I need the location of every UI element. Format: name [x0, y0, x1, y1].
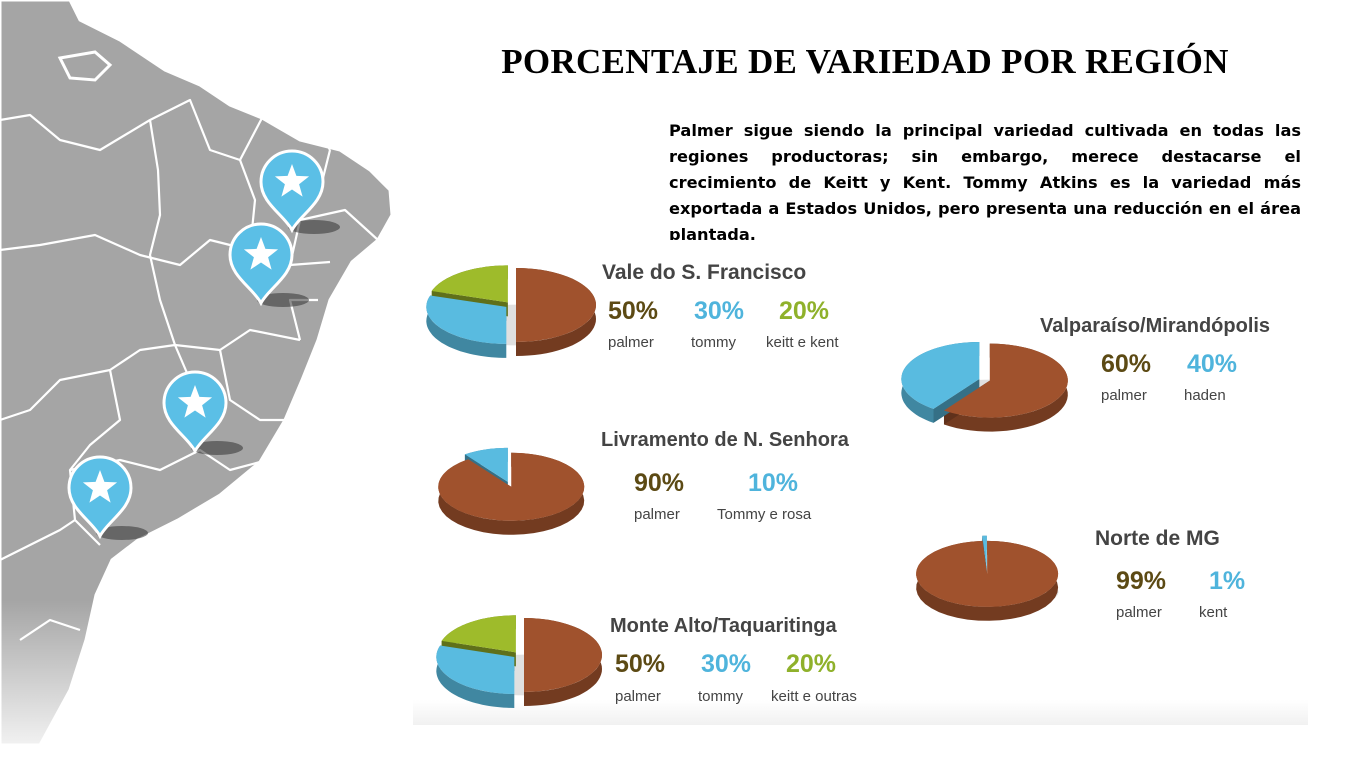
slice-percent: 20% [779, 297, 830, 325]
slice-percent: 90% [634, 469, 685, 497]
pie-slice-palmer [916, 540, 1059, 607]
map-island [57, 50, 113, 82]
pie-slice-palmer [943, 343, 1068, 418]
slice-label: tommy [691, 334, 736, 351]
slice-label: haden [1184, 387, 1226, 404]
pie-slice-palmer [438, 452, 585, 521]
slice-percent: 50% [615, 650, 666, 678]
slice-label: kent [1199, 604, 1228, 621]
region-title: Vale do S. Francisco [602, 261, 807, 284]
star-map-pin-icon [67, 455, 148, 540]
slice-percent: 30% [701, 650, 752, 678]
slice-percent: 10% [748, 469, 799, 497]
pie-slice-tommy [426, 295, 507, 344]
region-title: Norte de MG [1095, 527, 1220, 550]
slice-label: tommy [698, 688, 743, 705]
slice-percent: 99% [1116, 567, 1167, 595]
description-text: Palmer sigue siendo la principal varieda… [669, 121, 1301, 244]
region-title: Monte Alto/Taquaritinga [610, 615, 837, 637]
slice-percent: 40% [1187, 350, 1238, 378]
pie-slice-keitt-e-outras [441, 615, 516, 653]
slice-label: palmer [1101, 387, 1147, 404]
pie-slice-palmer [516, 268, 596, 342]
slice-label: Tommy e rosa [717, 506, 812, 523]
map-pins [67, 149, 340, 540]
region-title: Livramento de N. Senhora [601, 429, 849, 451]
slice-label: palmer [615, 688, 661, 705]
pie-slice-tommy-e-rosa [464, 447, 508, 482]
panel-shadow [413, 700, 1308, 725]
slice-percent: 50% [608, 297, 659, 325]
slice-label: palmer [634, 506, 680, 523]
star-map-pin-icon [228, 222, 309, 307]
slice-percent: 1% [1209, 567, 1246, 595]
pie-slice-haden [901, 341, 980, 409]
slice-percent: 30% [694, 297, 745, 325]
slice-label: keitt e outras [771, 688, 857, 705]
star-map-pin-icon [162, 370, 243, 455]
pie-slice-keitt-e-kent [431, 265, 508, 303]
slice-label: palmer [608, 334, 654, 351]
page-title: PORCENTAJE DE VARIEDAD POR REGIÓN [501, 42, 1229, 81]
slice-percent: 20% [786, 650, 837, 678]
pie-slice-tommy [436, 645, 515, 694]
pie-slice-palmer [524, 618, 602, 692]
region-title: Valparaíso/Mirandópolis [1040, 315, 1271, 337]
slice-label: palmer [1116, 604, 1162, 621]
pie-slice-kent [982, 535, 987, 569]
slice-label: keitt e kent [766, 334, 839, 351]
star-map-pin-icon [259, 149, 340, 234]
slice-percent: 60% [1101, 350, 1152, 378]
